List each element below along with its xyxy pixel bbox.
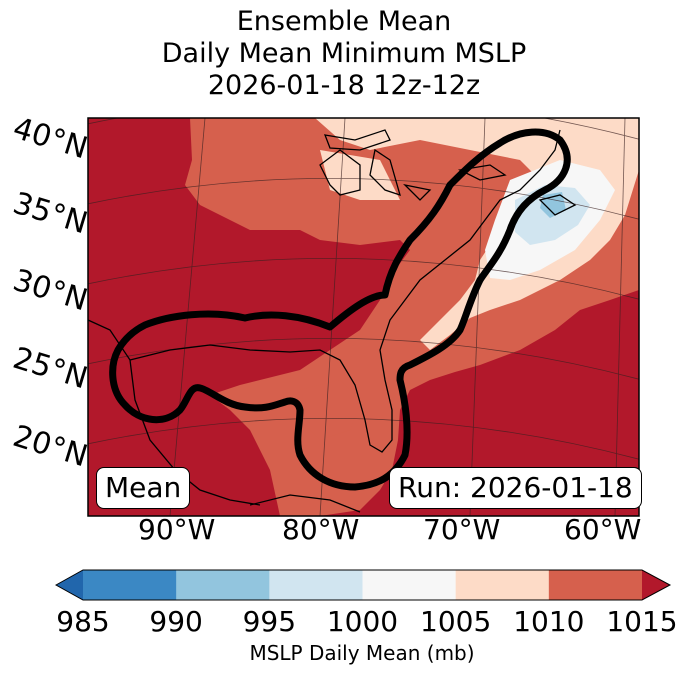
lon-label-80w: 80°W: [282, 513, 360, 546]
colorbar-tick-1005: 1005: [420, 605, 492, 638]
colorbar-tick-985: 985: [56, 605, 110, 638]
colorbar-label: MSLP Daily Mean (mb): [249, 641, 475, 665]
map-area: [88, 118, 639, 516]
title-line-1: Ensemble Mean: [236, 6, 452, 37]
colorbar-cell-1010: [548, 570, 643, 600]
title-line-3: 2026-01-18 12z-12z: [207, 70, 481, 101]
colorbar-tick-1000: 1000: [326, 605, 399, 638]
colorbar-cell-995: [269, 570, 363, 600]
colorbar-cell-1000: [362, 570, 457, 600]
colorbar-cell-990: [176, 570, 270, 600]
mean-badge: Mean: [96, 467, 191, 509]
colorbar-tick-1010: 1010: [513, 605, 585, 638]
lon-label-70w: 70°W: [423, 513, 501, 546]
lon-label-90w: 90°W: [138, 513, 216, 546]
colorbar-tick-1015: 1015: [606, 605, 678, 638]
colorbar-cells: [83, 570, 643, 600]
lon-label-60w: 60°W: [564, 513, 642, 546]
pressure-field-1010-coast: [300, 380, 360, 440]
colorbar-over-arrow: [642, 570, 670, 600]
colorbar-cell-985: [83, 570, 177, 600]
highlight-contour: [109, 128, 571, 491]
colorbar-outline: [54, 569, 672, 601]
colorbar-cell-1005: [455, 570, 550, 600]
colorbar-tick-990: 990: [149, 605, 203, 638]
colorbar-under-arrow: [56, 570, 83, 600]
map-frame: [87, 117, 640, 517]
colorbar-tick-995: 995: [242, 605, 297, 638]
title-line-2: Daily Mean Minimum MSLP: [161, 38, 527, 69]
run-badge: Run: 2026-01-18: [389, 467, 642, 509]
